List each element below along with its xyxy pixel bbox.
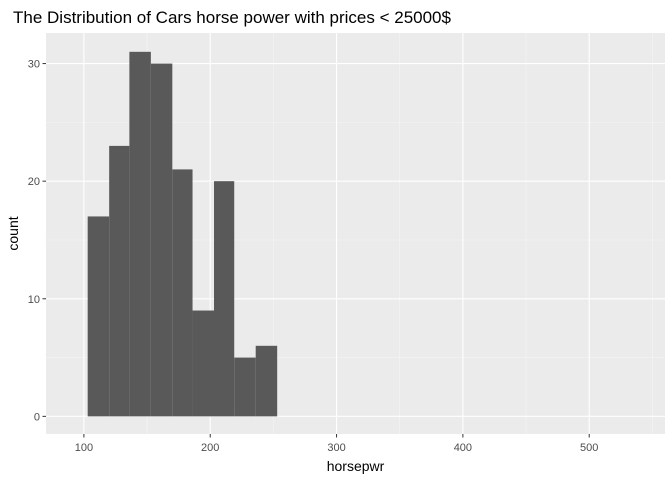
y-tick-label: 20 [28, 176, 40, 188]
y-tick-label: 30 [28, 59, 40, 71]
chart-title: The Distribution of Cars horse power wit… [13, 8, 452, 27]
histogram-bar-6 [192, 310, 215, 417]
y-axis-tick-labels: 0 10 20 30 [28, 59, 40, 424]
histogram-bar-7 [214, 181, 235, 417]
x-tick-label: 400 [454, 442, 472, 454]
histogram-bars [87, 51, 278, 417]
x-axis-title: horsepwr [327, 458, 385, 474]
y-axis-title: count [5, 216, 21, 250]
histogram-bar-8 [234, 357, 256, 417]
x-tick-label: 300 [327, 442, 345, 454]
histogram-bar-2 [109, 145, 130, 417]
x-tick-label: 200 [201, 442, 219, 454]
histogram-bar-1 [87, 216, 110, 417]
histogram-bar-3 [129, 51, 151, 417]
x-tick-label: 100 [75, 442, 93, 454]
histogram-bar-9 [255, 345, 278, 417]
x-axis-tick-labels: 100 200 300 400 500 [75, 442, 599, 454]
axis-ticks [42, 63, 590, 438]
y-tick-label: 0 [34, 411, 40, 423]
histogram-bar-4 [150, 63, 173, 417]
x-tick-label: 500 [580, 442, 598, 454]
histogram-bar-5 [172, 169, 193, 417]
y-tick-label: 10 [28, 294, 40, 306]
